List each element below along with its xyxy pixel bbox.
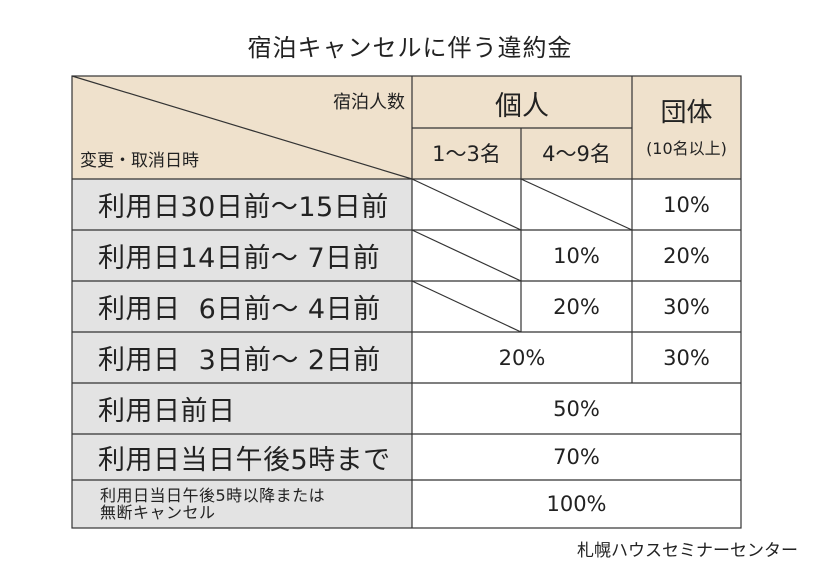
row-label-line-1: 利用日当日午後5時以降または — [100, 486, 326, 505]
fee-30-15-group: 10% — [663, 192, 710, 217]
fee-day-before: 50% — [553, 396, 600, 421]
row-label-30-15-days: 利用日30日前〜15日前 — [72, 179, 412, 230]
header-group-note: (10名以上) — [646, 139, 727, 158]
not-applicable-diagonal — [411, 229, 522, 282]
not-applicable-diagonal — [411, 178, 522, 231]
row-label-line-2: 無断キャンセル — [100, 503, 216, 522]
header-small-group-label: 1〜3名 — [432, 142, 501, 166]
header-group-label: 団体 — [660, 97, 713, 128]
header-diagonal-line — [71, 75, 413, 180]
row-label-6-4-days: 利用日 6日前〜 4日前 — [72, 281, 412, 332]
fee-3-2-group: 30% — [663, 345, 710, 370]
fee-6-4-medium: 20% — [553, 294, 600, 319]
not-applicable-diagonal — [411, 280, 522, 333]
header-medium-group-label: 4〜9名 — [542, 142, 611, 166]
header-change-cancel-label: 変更・取消日時 — [80, 150, 199, 171]
fee-6-4-group: 30% — [663, 294, 710, 319]
header-group-cell — [632, 76, 741, 179]
fee-14-7-medium: 10% — [553, 243, 600, 268]
row-label-after-5pm-or-no-show: 利用日当日午後5時以降または 無断キャンセル — [72, 480, 412, 528]
fee-14-7-group: 20% — [663, 243, 710, 268]
fee-same-day-before-5pm: 70% — [553, 445, 600, 469]
table-outer-border — [71, 75, 742, 529]
page-title: 宿泊キャンセルに伴う違約金 — [247, 34, 573, 62]
header-guest-count-label: 宿泊人数 — [333, 92, 405, 113]
fee-3-2-individual: 20% — [498, 345, 546, 370]
row-label-same-day-before-5pm: 利用日当日午後5時まで — [72, 434, 412, 480]
row-label-3-2-days: 利用日 3日前〜 2日前 — [72, 332, 412, 383]
footer-organization-name: 札幌ハウスセミナーセンター — [577, 541, 798, 561]
fee-after-5pm-or-no-show: 100% — [546, 492, 607, 516]
not-applicable-diagonal — [520, 178, 633, 231]
row-label-14-7-days: 利用日14日前〜 7日前 — [72, 230, 412, 281]
row-label-day-before: 利用日前日 — [72, 383, 412, 434]
header-individual-label: 個人 — [495, 90, 549, 122]
